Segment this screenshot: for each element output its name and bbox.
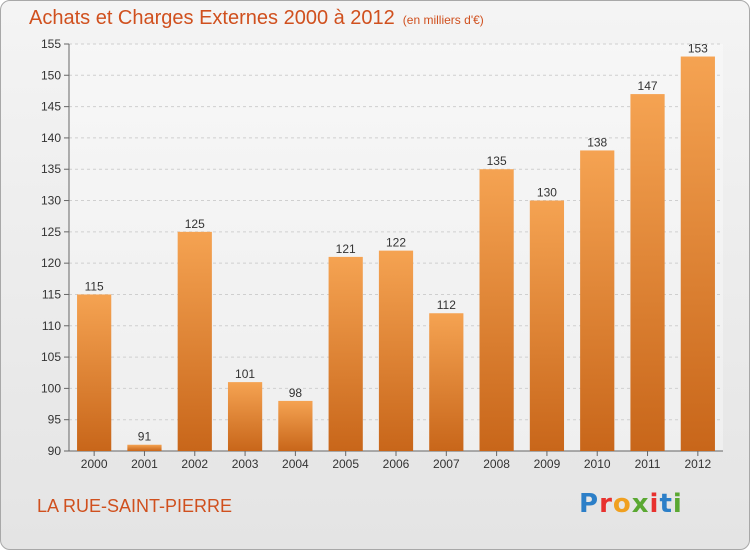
bar — [429, 313, 464, 451]
y-tick-label: 115 — [42, 287, 61, 301]
chart-title: Achats et Charges Externes 2000 à 2012 (e… — [29, 7, 484, 30]
logo-letter: t — [659, 489, 673, 519]
bar-value-label: 147 — [638, 79, 658, 93]
x-tick-label: 2004 — [282, 457, 309, 471]
commune-name: LA RUE-SAINT-PIERRE — [37, 496, 233, 516]
proxiti-logo: Proxiti — [579, 489, 683, 519]
bar-value-label: 138 — [587, 135, 607, 149]
x-tick-label: 2000 — [81, 457, 108, 471]
x-tick-label: 2007 — [433, 457, 460, 471]
bar-value-label: 125 — [185, 217, 205, 231]
y-tick-label: 150 — [41, 68, 61, 82]
bar — [278, 400, 313, 451]
logo-letter: x — [631, 489, 650, 519]
x-tick-label: 2002 — [181, 457, 208, 471]
bar — [177, 231, 212, 451]
bar — [680, 56, 715, 452]
chart-title-text: Achats et Charges Externes 2000 à 2012 — [29, 7, 395, 29]
y-tick-label: 135 — [41, 162, 61, 176]
x-tick-label: 2010 — [584, 457, 611, 471]
y-tick-label: 90 — [48, 444, 62, 458]
bar-value-label: 101 — [235, 367, 255, 381]
y-tick-label: 95 — [48, 413, 62, 427]
bar-value-label: 115 — [85, 279, 104, 293]
bar-value-label: 130 — [537, 186, 557, 200]
bar-value-label: 121 — [336, 242, 356, 256]
x-tick-label: 2012 — [684, 457, 711, 471]
x-tick-label: 2005 — [332, 457, 359, 471]
x-tick-label: 2009 — [534, 457, 561, 471]
bar-value-label: 112 — [437, 298, 456, 312]
y-tick-label: 125 — [41, 225, 61, 239]
x-tick-label: 2003 — [232, 457, 259, 471]
x-tick-label: 2006 — [383, 457, 410, 471]
y-tick-label: 155 — [41, 37, 61, 51]
bar-value-label: 135 — [487, 154, 507, 168]
y-tick-label: 145 — [41, 100, 61, 114]
bar — [580, 150, 615, 451]
logo-letter: P — [579, 489, 600, 519]
y-tick-label: 105 — [41, 350, 61, 364]
bar — [378, 250, 414, 451]
bar — [479, 169, 514, 451]
logo-letter: r — [599, 489, 613, 519]
y-tick-label: 130 — [41, 194, 61, 208]
bar — [630, 94, 665, 451]
logo-letter: i — [672, 489, 683, 519]
bar — [529, 200, 565, 451]
logo-letter: o — [612, 489, 632, 519]
bar-value-label: 122 — [386, 236, 406, 250]
x-tick-label: 2008 — [483, 457, 510, 471]
y-tick-label: 140 — [41, 131, 61, 145]
bar-value-label: 91 — [138, 430, 152, 444]
bar — [328, 256, 363, 451]
bar — [227, 382, 263, 451]
y-tick-label: 120 — [41, 256, 61, 270]
x-tick-label: 2011 — [635, 457, 661, 471]
bar — [77, 294, 112, 451]
bar — [127, 444, 162, 451]
y-tick-label: 100 — [41, 381, 61, 395]
x-tick-label: 2001 — [131, 457, 158, 471]
y-tick-label: 110 — [42, 319, 61, 333]
chart-subtitle: (en milliers d'€) — [402, 13, 484, 27]
bar-value-label: 98 — [289, 386, 303, 400]
logo-letter: i — [649, 489, 660, 519]
bar-value-label: 153 — [688, 42, 708, 56]
